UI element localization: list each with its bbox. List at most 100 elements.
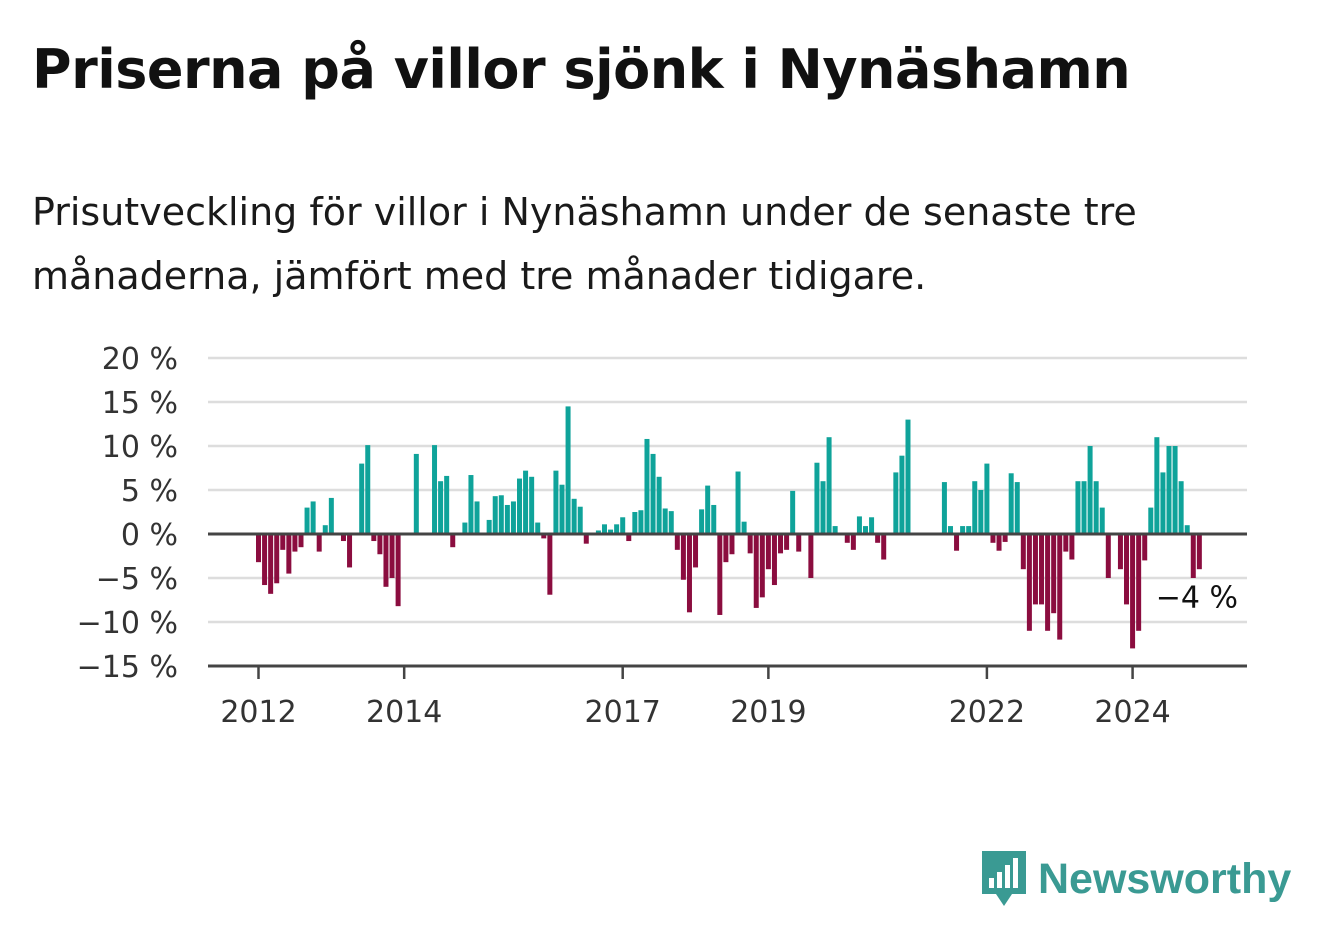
bar-negative [680, 534, 686, 580]
bar-positive [1008, 473, 1014, 534]
bar-negative [850, 534, 856, 550]
bar-negative [771, 534, 777, 586]
bar-positive [741, 521, 747, 534]
bar-positive [947, 526, 953, 534]
bar-negative [759, 534, 765, 598]
bar-positive [650, 453, 656, 534]
bar-positive [498, 495, 504, 534]
y-tick-label: 5 % [121, 474, 178, 509]
chart-subtitle: Prisutveckling för villor i Nynäshamn un… [32, 190, 1137, 298]
bar-positive [359, 463, 365, 534]
bar-positive [620, 517, 626, 534]
bar-positive [1093, 481, 1099, 534]
bar-positive [486, 519, 492, 534]
bar-positive [504, 504, 510, 534]
bar-negative [796, 534, 802, 552]
axes [208, 532, 1247, 679]
bar-negative [1039, 534, 1045, 605]
bar-positive [966, 526, 972, 534]
bar-negative [686, 534, 692, 613]
bar-positive [656, 476, 662, 534]
bar-negative [280, 534, 286, 550]
last-value-label: −4 % [1156, 580, 1238, 615]
bar-negative [292, 534, 298, 552]
x-tick-label: 2022 [949, 695, 1025, 730]
x-tick-label: 2024 [1094, 695, 1170, 730]
bar-negative [778, 534, 784, 554]
bars [256, 406, 1202, 649]
bar-negative [693, 534, 699, 568]
bar-negative [996, 534, 1002, 551]
bar-negative [1130, 534, 1136, 649]
bar-negative [274, 534, 280, 584]
x-tick-label: 2012 [220, 695, 296, 730]
bar-negative [1051, 534, 1057, 614]
bar-positive [310, 501, 316, 534]
bar-positive [735, 471, 741, 534]
bar-negative [674, 534, 680, 550]
bar-positive [711, 504, 717, 534]
y-tick-label: 10 % [102, 430, 178, 465]
bar-negative [347, 534, 353, 568]
bar-negative [1020, 534, 1026, 570]
bar-positive [444, 475, 450, 534]
bar-negative [541, 534, 547, 539]
bar-negative [753, 534, 759, 608]
bar-positive [1099, 507, 1105, 534]
bar-negative [1124, 534, 1130, 605]
bar-positive [863, 526, 868, 534]
bar-negative [583, 534, 589, 544]
bar-positive [304, 507, 310, 534]
bar-positive [601, 524, 607, 534]
bar-positive [595, 530, 601, 534]
bar-negative [383, 534, 389, 587]
bar-positive [322, 525, 328, 534]
bar-positive [1154, 437, 1160, 534]
bar-negative [371, 534, 377, 542]
bar-positive [826, 437, 832, 534]
bar-positive [978, 490, 984, 534]
bar-positive [1014, 482, 1020, 534]
bar-negative [844, 534, 850, 543]
bar-negative [298, 534, 304, 548]
bar-positive [1087, 446, 1093, 534]
bar-negative [626, 534, 632, 542]
bar-positive [1148, 507, 1154, 534]
bar-negative [1117, 534, 1123, 570]
bar-negative [881, 534, 887, 560]
bar-positive [328, 497, 334, 534]
bar-negative [1057, 534, 1063, 640]
bar-negative [377, 534, 383, 555]
bar-positive [790, 490, 796, 534]
bar-negative [547, 534, 553, 595]
bar-positive [474, 501, 480, 534]
bar-negative [1045, 534, 1051, 631]
bar-negative [1002, 534, 1008, 542]
bar-positive [832, 526, 838, 534]
bar-positive [468, 475, 474, 534]
bar-positive [869, 517, 875, 534]
bar-negative [808, 534, 814, 578]
bar-negative [268, 534, 274, 594]
y-tick-label: 20 % [102, 342, 178, 377]
bar-positive [984, 463, 990, 534]
bar-negative [765, 534, 771, 570]
brand-name: Newsworthy [1038, 854, 1292, 903]
bar-negative [954, 534, 960, 551]
bar-negative [389, 534, 395, 578]
y-tick-label: 0 % [121, 518, 178, 553]
bar-positive [1172, 446, 1178, 534]
gridlines [208, 356, 1247, 624]
bar-positive [1081, 481, 1087, 534]
bar-negative [286, 534, 292, 574]
bar-negative [395, 534, 401, 607]
bar-positive [432, 445, 438, 534]
bar-positive [814, 462, 820, 534]
bar-positive [1075, 481, 1081, 534]
bar-negative [747, 534, 753, 554]
bar-positive [413, 453, 419, 534]
bar-negative [875, 534, 881, 543]
bar-positive [632, 512, 638, 534]
bar-positive [638, 510, 644, 534]
bar-positive [553, 470, 559, 534]
